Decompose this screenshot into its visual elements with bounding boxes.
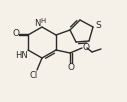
Text: N: N <box>34 18 40 28</box>
Text: S: S <box>95 22 101 30</box>
Text: O: O <box>83 43 90 52</box>
Text: Cl: Cl <box>30 70 38 79</box>
Text: O: O <box>67 64 75 73</box>
Text: HN: HN <box>15 50 27 59</box>
Text: O: O <box>12 29 20 38</box>
Text: H: H <box>40 18 46 24</box>
